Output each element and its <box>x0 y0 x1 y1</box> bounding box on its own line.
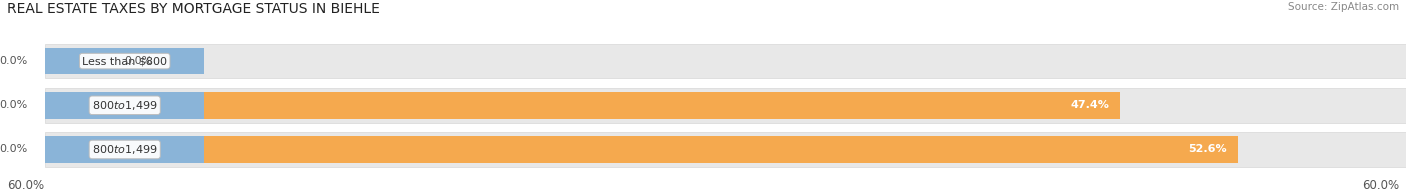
Bar <box>45 92 1121 119</box>
Bar <box>45 48 204 74</box>
Text: 0.0%: 0.0% <box>0 56 27 66</box>
Bar <box>45 136 1239 163</box>
Bar <box>45 132 1406 167</box>
Text: 60.0%: 60.0% <box>1362 179 1399 192</box>
Text: Less than $800: Less than $800 <box>82 56 167 66</box>
Text: $800 to $1,499: $800 to $1,499 <box>91 99 157 112</box>
Text: 0.0%: 0.0% <box>0 144 27 154</box>
Text: 0.0%: 0.0% <box>0 100 27 110</box>
Bar <box>45 44 1406 78</box>
Bar <box>45 136 204 163</box>
Text: 47.4%: 47.4% <box>1070 100 1109 110</box>
Bar <box>45 88 1406 122</box>
Text: 0.0%: 0.0% <box>125 56 153 66</box>
Text: 52.6%: 52.6% <box>1188 144 1227 154</box>
Text: $800 to $1,499: $800 to $1,499 <box>91 143 157 156</box>
Bar <box>45 48 103 74</box>
Text: REAL ESTATE TAXES BY MORTGAGE STATUS IN BIEHLE: REAL ESTATE TAXES BY MORTGAGE STATUS IN … <box>7 2 380 16</box>
Bar <box>45 92 204 119</box>
Text: Source: ZipAtlas.com: Source: ZipAtlas.com <box>1288 2 1399 12</box>
Text: 60.0%: 60.0% <box>7 179 44 192</box>
